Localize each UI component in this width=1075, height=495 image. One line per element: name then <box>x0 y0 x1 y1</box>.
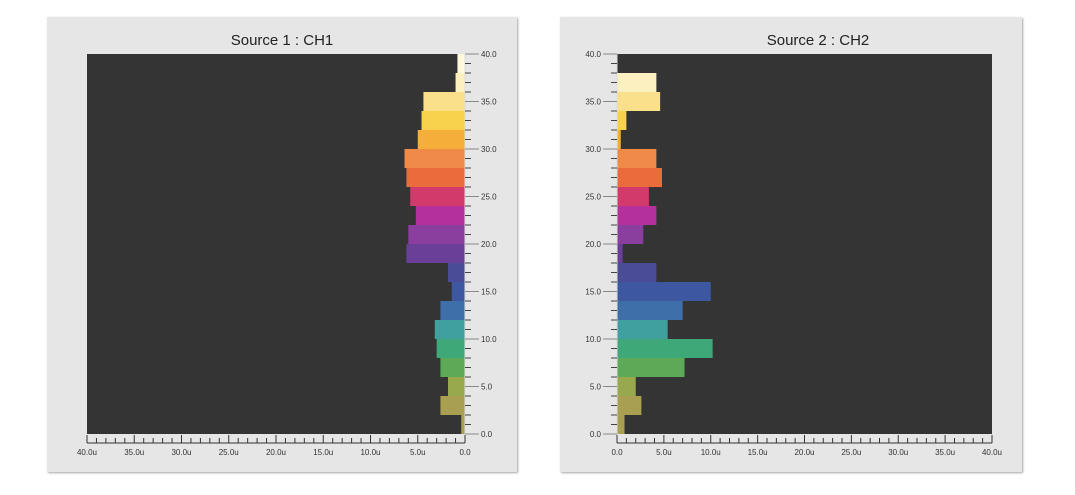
bar-19 <box>457 54 465 73</box>
bar-6 <box>440 301 465 320</box>
chart-source-2: Source 2 : CH2 0.0 5.0 10.0 15.0 20.0 25.0 30.… <box>585 32 1002 457</box>
x-tick-label: 0.0 <box>611 448 623 457</box>
bar-1 <box>617 396 642 415</box>
x-tick-label: 20.0u <box>266 448 286 457</box>
chart-source-1: Source 1 : CH1 0.0 5.0 10.0 15.0 20.0 25.0 30.… <box>77 32 497 457</box>
bar-3 <box>440 358 465 377</box>
bar-14 <box>617 149 657 168</box>
bar-13 <box>406 168 465 187</box>
y-tick-label: 0.0 <box>590 430 602 439</box>
x-tick-label: 25.0u <box>841 448 861 457</box>
y-tick-label: 35.0 <box>481 98 497 107</box>
bar-12 <box>617 187 649 206</box>
y-tick-label: 20.0 <box>481 240 497 249</box>
chart-title-source-2: Source 2 : CH2 <box>767 32 870 49</box>
y-tick-label: 30.0 <box>481 145 497 154</box>
bar-11 <box>415 206 465 225</box>
y-tick-label: 15.0 <box>481 288 497 297</box>
bar-9 <box>406 244 465 263</box>
x-tick-label: 30.0u <box>171 448 191 457</box>
bar-5 <box>434 320 465 339</box>
bar-17 <box>423 92 465 111</box>
y-tick-label: 10.0 <box>481 335 497 344</box>
bar-3 <box>617 358 685 377</box>
y-tick-label: 20.0 <box>585 240 601 249</box>
bar-13 <box>617 168 662 187</box>
y-tick-label: 40.0 <box>481 50 497 59</box>
chart-title-source-1: Source 1 : CH1 <box>231 32 334 49</box>
x-tick-label: 10.0u <box>701 448 721 457</box>
bar-6 <box>617 301 683 320</box>
x-tick-label: 15.0u <box>313 448 333 457</box>
bar-5 <box>617 320 668 339</box>
bar-16 <box>617 111 627 130</box>
x-tick-label: 15.0u <box>748 448 768 457</box>
bar-8 <box>617 263 657 282</box>
bar-2 <box>617 377 636 396</box>
bar-17 <box>617 92 661 111</box>
y-tick-label: 30.0 <box>585 145 601 154</box>
bar-2 <box>447 377 465 396</box>
bar-7 <box>451 282 465 301</box>
y-tick-label: 15.0 <box>585 288 601 297</box>
x-tick-label: 10.0u <box>360 448 380 457</box>
x-tick-label: 35.0u <box>124 448 144 457</box>
y-tick-label: 10.0 <box>585 335 601 344</box>
bar-7 <box>617 282 711 301</box>
chart-panel-source-2: Source 2 : CH2 0.0 5.0 10.0 15.0 20.0 25.0 30.… <box>560 17 1022 472</box>
bar-9 <box>617 244 623 263</box>
x-tick-label: 25.0u <box>219 448 239 457</box>
y-tick-label: 35.0 <box>585 98 601 107</box>
bar-10 <box>408 225 465 244</box>
x-tick-label: 40.0u <box>982 448 1002 457</box>
y-tick-label: 0.0 <box>481 430 493 439</box>
bar-18 <box>617 73 657 92</box>
x-tick-label: 40.0u <box>77 448 97 457</box>
bar-8 <box>447 263 465 282</box>
bar-0 <box>461 415 465 434</box>
x-tick-label: 5.0u <box>656 448 672 457</box>
bar-14 <box>404 149 465 168</box>
x-tick-label: 20.0u <box>794 448 814 457</box>
bar-12 <box>410 187 465 206</box>
x-tick-label: 0.0 <box>459 448 471 457</box>
bar-11 <box>617 206 657 225</box>
chart-panel-source-1: Source 1 : CH1 0.0 5.0 10.0 15.0 20.0 25.0 30.… <box>47 17 517 472</box>
bar-15 <box>417 130 465 149</box>
bar-15 <box>617 130 621 149</box>
bar-4 <box>617 339 713 358</box>
bar-18 <box>455 73 465 92</box>
bar-4 <box>436 339 465 358</box>
x-tick-label: 5.0u <box>410 448 426 457</box>
bar-0 <box>617 415 625 434</box>
y-tick-label: 25.0 <box>481 193 497 202</box>
y-tick-label: 40.0 <box>585 50 601 59</box>
bar-1 <box>440 396 465 415</box>
y-tick-label: 5.0 <box>481 383 493 392</box>
x-tick-label: 30.0u <box>888 448 908 457</box>
bar-10 <box>617 225 644 244</box>
y-tick-label: 25.0 <box>585 193 601 202</box>
bar-16 <box>421 111 465 130</box>
y-tick-label: 5.0 <box>590 383 602 392</box>
plot-area <box>87 54 465 434</box>
x-tick-label: 35.0u <box>935 448 955 457</box>
